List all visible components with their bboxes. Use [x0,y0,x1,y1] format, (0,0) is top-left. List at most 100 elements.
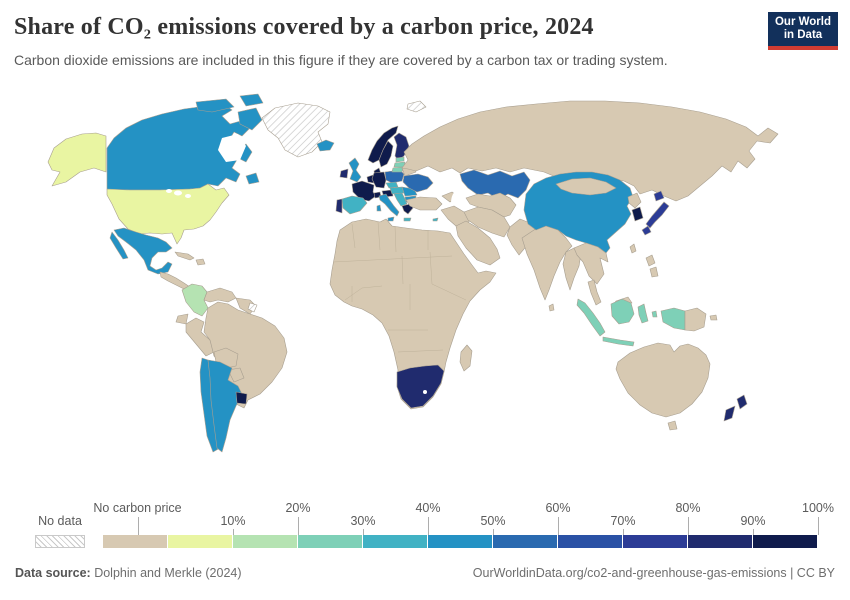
country-svalbard[interactable] [406,100,427,113]
country-australia[interactable] [615,342,711,418]
country-indonesia-moluccas[interactable] [651,310,658,318]
legend-bin-9[interactable] [688,535,753,548]
country-turkey[interactable] [405,196,443,211]
legend-tick-label-80%: 80% [675,501,701,515]
country-australia-tasmania[interactable] [667,420,678,431]
country-indonesia-sumatra[interactable] [576,298,606,337]
owid-logo[interactable]: Our World in Data [768,12,838,50]
country-western-balkans[interactable] [393,192,408,207]
country-greenland[interactable] [261,102,331,158]
country-estonia[interactable] [395,156,405,163]
legend-bin-1[interactable] [168,535,233,548]
legend-bin-5[interactable] [428,535,493,548]
chart-subtitle: Carbon dioxide emissions are included in… [14,52,668,68]
legend-bin-10[interactable] [753,535,818,548]
country-italy-sicily[interactable] [387,216,395,222]
country-hispaniola[interactable] [195,258,206,266]
country-taiwan[interactable] [629,243,637,254]
legend-bin-7[interactable] [558,535,623,548]
great-lakes-1 [174,190,182,196]
great-lakes-2 [185,194,191,198]
country-japan-hokkaido[interactable] [653,190,665,202]
legend-bin-4[interactable] [363,535,428,548]
country-indonesia-west-papua[interactable] [660,307,686,331]
legend-no-data-swatch[interactable] [35,535,85,548]
legend-tick [818,517,819,535]
country-new-zealand-north[interactable] [736,394,748,410]
country-venezuela[interactable] [203,287,237,303]
country-ukraine[interactable] [402,173,434,193]
country-canada-arctic-2[interactable] [239,93,264,107]
country-new-zealand-south[interactable] [723,405,736,422]
country-canada-baffin[interactable] [237,107,263,131]
country-madagascar[interactable] [459,344,473,372]
legend-bin-6[interactable] [493,535,558,548]
country-kazakhstan[interactable] [459,169,531,200]
country-philippines-luzon[interactable] [645,254,656,267]
legend-tick [688,517,689,535]
country-cyprus[interactable] [432,217,439,222]
country-brazil[interactable] [203,301,288,409]
chart-footer: Data source: Dolphin and Merkle (2024) O… [0,566,850,580]
legend-tick [558,517,559,535]
country-sri-lanka[interactable] [548,303,555,312]
country-mainland-southeast-asia[interactable] [573,242,609,285]
country-iceland[interactable] [316,139,335,152]
legend-tick-label-50%: 50% [480,514,506,528]
country-ecuador[interactable] [175,313,189,325]
country-north-korea[interactable] [627,192,642,209]
country-canada-newfoundland[interactable] [245,172,260,185]
country-ireland[interactable] [339,168,349,179]
legend-bin-2[interactable] [233,535,298,548]
legend-tick [428,517,429,535]
data-source-label: Data source: [15,566,91,580]
legend-tick [298,517,299,535]
legend-bin-8[interactable] [623,535,688,548]
country-indonesia-sulawesi[interactable] [637,303,649,324]
country-japan-kyushu[interactable] [641,225,652,236]
country-uk[interactable] [348,157,362,183]
country-italy[interactable] [378,193,400,217]
country-alaska[interactable] [47,132,107,187]
country-central-asia[interactable] [465,192,517,218]
license-link[interactable]: OurWorldinData.org/co2-and-greenhouse-ga… [472,566,835,580]
country-papua-new-guinea[interactable] [684,307,707,332]
country-norway[interactable] [367,125,399,164]
legend-tick-label-10%: 10% [220,514,246,528]
country-spain[interactable] [341,195,368,215]
country-south-africa[interactable] [396,364,445,409]
country-crete[interactable] [403,217,412,222]
country-colombia[interactable] [181,283,209,317]
country-uruguay[interactable] [235,391,248,405]
legend-tick [233,529,234,535]
country-czechia[interactable] [385,181,399,189]
country-indonesia-java[interactable] [602,336,635,347]
country-argentina[interactable] [207,359,243,453]
country-russia[interactable] [401,100,779,202]
country-mongolia[interactable] [555,177,617,196]
legend-bin-0[interactable] [103,535,168,548]
country-lithuania[interactable] [391,166,404,173]
country-iran[interactable] [463,206,511,238]
country-indonesia-borneo[interactable] [610,298,635,325]
country-arabian-peninsula[interactable] [455,220,501,266]
country-italy-sardinia[interactable] [376,204,382,212]
legend-tick [137,517,139,535]
country-philippines-mindanao[interactable] [649,266,659,278]
country-paraguay[interactable] [227,367,245,383]
country-mexico[interactable] [113,227,173,275]
country-japan-honshu[interactable] [645,201,670,229]
country-french-guiana[interactable] [247,302,258,313]
legend-tick-label-60%: 60% [545,501,571,515]
country-portugal[interactable] [335,198,343,214]
country-germany[interactable] [371,171,387,189]
country-malaysia-peninsula[interactable] [587,279,602,306]
region-africa[interactable] [329,218,497,410]
country-south-korea[interactable] [631,206,644,222]
legend-bin-3[interactable] [298,535,363,548]
country-sweden[interactable] [378,140,394,168]
country-cuba[interactable] [174,251,195,261]
country-canada-arctic-1[interactable] [195,98,235,113]
country-mexico-baja[interactable] [109,231,129,260]
country-png-new-britain[interactable] [709,314,718,321]
